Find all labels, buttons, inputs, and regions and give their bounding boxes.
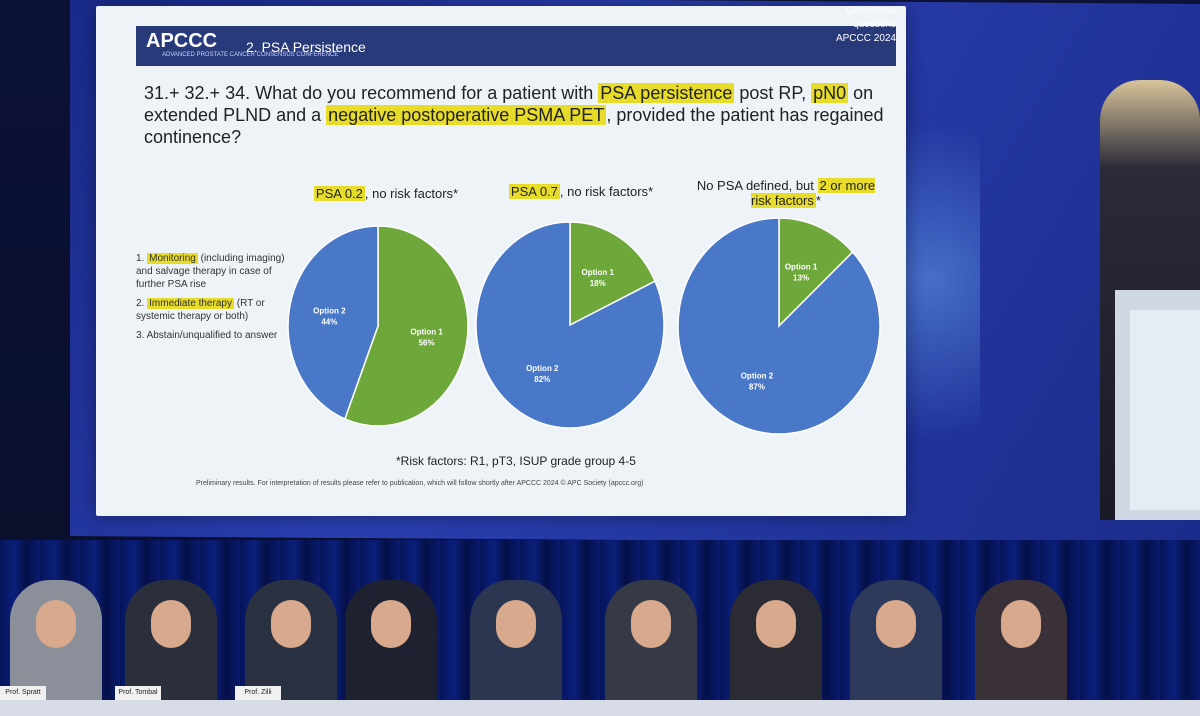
legend-item-2: 2. Immediate therapy (RT or systemic the… bbox=[136, 297, 296, 323]
panelist-2-head bbox=[151, 600, 191, 648]
section-title: 2. PSA Persistence bbox=[246, 39, 366, 55]
pie-1-slice-1-percent: 56% bbox=[419, 338, 435, 347]
panelist-1-head bbox=[36, 600, 76, 648]
panelist-5-head bbox=[496, 600, 536, 648]
panelist-6-head bbox=[631, 600, 671, 648]
pie-3-slice-1-percent: 13% bbox=[793, 273, 809, 282]
pie-2-slice-2 bbox=[475, 221, 665, 429]
pie-3-title-rest: * bbox=[815, 193, 821, 208]
pie-2-title-rest: , no risk factors* bbox=[559, 184, 654, 199]
pie-1-title: PSA 0.2, no risk factors* bbox=[296, 186, 476, 201]
nameplate-3: Prof. Zilli bbox=[235, 686, 281, 700]
panel-desk bbox=[0, 700, 1200, 716]
legend-rest-1: (including imaging) and salvage therapy … bbox=[136, 253, 285, 290]
pie-2-title: PSA 0.7, no risk factors* bbox=[491, 184, 671, 199]
question-text: 31.+ 32.+ 34. What do you recommend for … bbox=[144, 82, 904, 148]
pie-chart-2: Option 1 18% Option 2 82% bbox=[475, 221, 665, 429]
panelist-7-head bbox=[756, 600, 796, 648]
panelist-8-head bbox=[876, 600, 916, 648]
pie-1-slice-2-percent: 44% bbox=[321, 318, 337, 327]
question-mid-1: post RP, bbox=[739, 83, 807, 103]
legend-item-3: 3. Abstain/unqualified to answer bbox=[136, 329, 296, 342]
pie-2-title-highlight: PSA 0.7 bbox=[508, 184, 560, 199]
pie-3-slice-2 bbox=[677, 217, 881, 435]
pie-3-title-pre: No PSA defined, but bbox=[696, 178, 814, 193]
panelist-4-head bbox=[371, 600, 411, 648]
slide-header-bar bbox=[136, 26, 896, 66]
corner-label: Consensus questions APCCC 2024 bbox=[816, 4, 896, 46]
slide-disclaimer: Preliminary results. For interpretation … bbox=[196, 480, 644, 487]
pie-3-slice-2-percent: 87% bbox=[749, 383, 765, 392]
corner-line-1: Consensus bbox=[845, 5, 896, 16]
pie-chart-3: Option 1 13% Option 2 87% bbox=[677, 217, 881, 435]
pie-2-slice-1-percent: 18% bbox=[590, 279, 606, 288]
legend-item-1: 1. Monitoring (including imaging) and sa… bbox=[136, 252, 296, 291]
panelist-9-head bbox=[1001, 600, 1041, 648]
apccc-logo-subtitle: ADVANCED PROSTATE CANCER CONSENSUS CONFE… bbox=[162, 52, 339, 58]
pie-3-slice-2-label: Option 2 bbox=[741, 372, 774, 381]
pie-1-title-highlight: PSA 0.2 bbox=[313, 186, 365, 201]
presentation-slide: APCCC ADVANCED PROSTATE CANCER CONSENSUS… bbox=[96, 4, 906, 516]
legend-hl-2: Immediate therapy bbox=[147, 298, 234, 309]
legend-num-1: 1. bbox=[136, 253, 145, 264]
pie-2-slice-2-label: Option 2 bbox=[526, 364, 559, 373]
question-prefix: 31.+ 32.+ 34. What do you recommend for … bbox=[144, 83, 594, 103]
nameplate-2: Prof. Tombal bbox=[115, 686, 161, 700]
risk-factors-footnote: *Risk factors: R1, pT3, ISUP grade group… bbox=[396, 454, 636, 468]
question-mid-2: on extended PLND and a bbox=[144, 83, 874, 125]
pie-2-slice-1 bbox=[569, 221, 657, 327]
podium-screen bbox=[1130, 310, 1200, 510]
legend-rest-2: (RT or systemic therapy or both) bbox=[136, 298, 265, 322]
legend-rest-3: Abstain/unqualified to answer bbox=[146, 330, 278, 341]
pie-1-title-rest: , no risk factors* bbox=[364, 186, 459, 201]
pie-1-slice-2 bbox=[287, 225, 379, 420]
corner-line-2: questions bbox=[853, 19, 896, 30]
corner-line-3: APCCC 2024 bbox=[835, 33, 896, 44]
panelist-3-head bbox=[271, 600, 311, 648]
legend-num-3: 3. bbox=[136, 330, 145, 341]
question-suffix: , provided the patient has regained cont… bbox=[144, 105, 884, 147]
legend-hl-1: Monitoring bbox=[147, 253, 198, 264]
apccc-logo: APCCC bbox=[146, 30, 218, 52]
pie-chart-1: Option 1 56% Option 2 44% bbox=[287, 225, 469, 427]
pie-2-slice-2-percent: 82% bbox=[534, 375, 550, 384]
pie-2-slice-1-label: Option 1 bbox=[581, 268, 614, 277]
question-highlight-2: pN0 bbox=[811, 83, 849, 103]
question-highlight-1: PSA persistence bbox=[598, 83, 735, 103]
pie-1-slice-2-label: Option 2 bbox=[313, 307, 346, 316]
question-highlight-3: negative postoperative PSMA PET bbox=[326, 105, 607, 125]
pie-1-slice-1 bbox=[343, 225, 469, 427]
options-legend: 1. Monitoring (including imaging) and sa… bbox=[136, 252, 296, 348]
nameplate-1: Prof. Spratt bbox=[0, 686, 46, 700]
pie-3-slice-1 bbox=[778, 217, 854, 328]
pie-1-slice-1-label: Option 1 bbox=[410, 327, 443, 336]
pie-3-title: No PSA defined, but 2 or more risk facto… bbox=[686, 178, 886, 208]
pie-3-slice-1-label: Option 1 bbox=[785, 262, 818, 271]
legend-num-2: 2. bbox=[136, 298, 145, 309]
